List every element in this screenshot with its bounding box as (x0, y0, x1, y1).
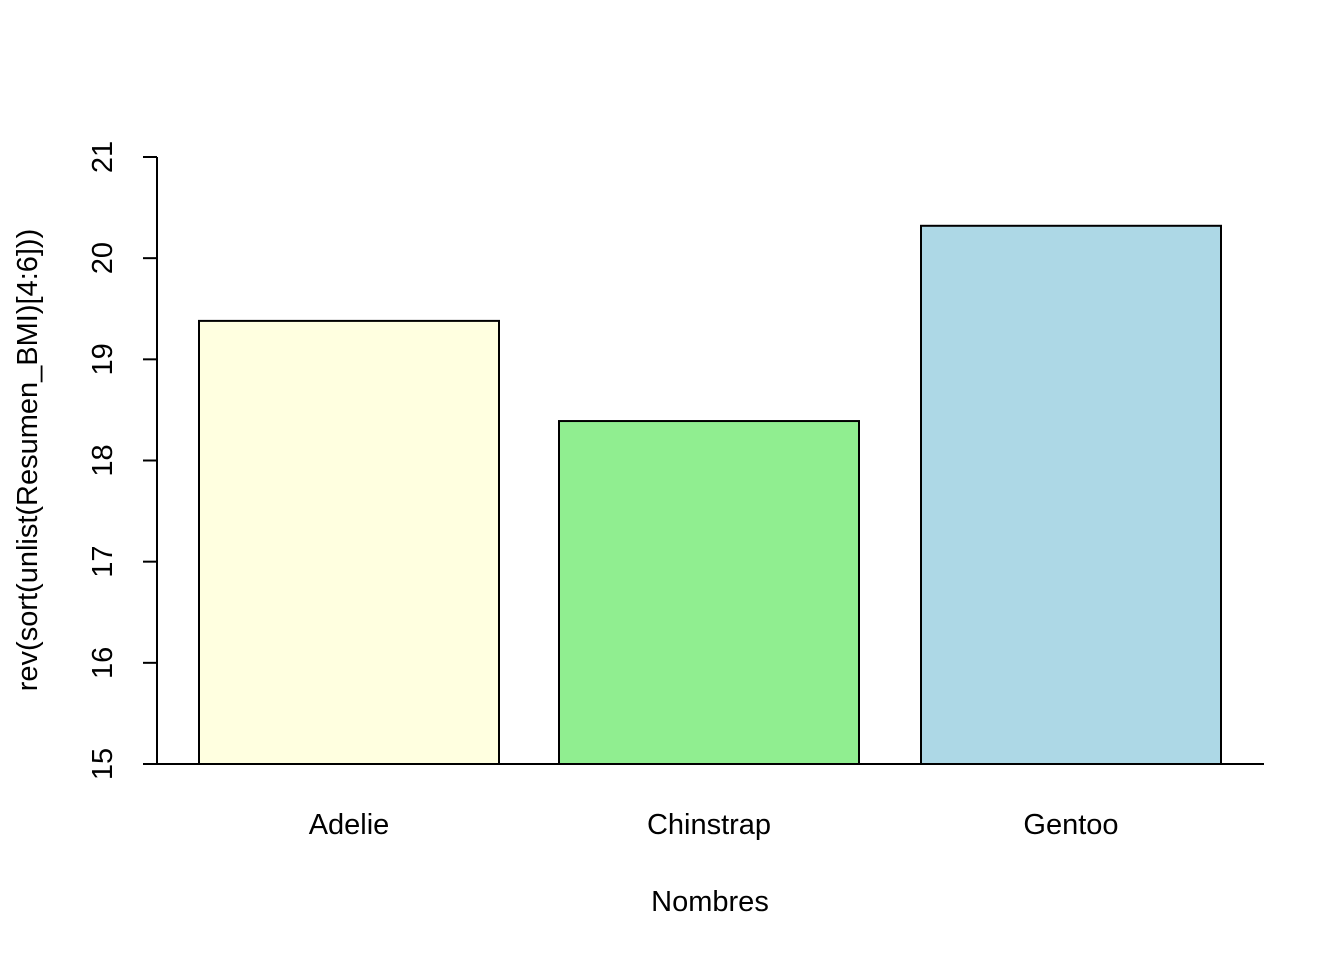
y-tick-label-15: 15 (87, 748, 119, 780)
y-tick-label-19: 19 (87, 343, 119, 375)
category-labels: Adelie Chinstrap Gentoo (309, 809, 1119, 841)
bars-group (198, 224, 1222, 765)
y-axis-title: rev(sort(unlist(Resumen_BMI)[4:6])) (12, 229, 44, 692)
bar-gentoo (920, 224, 1222, 765)
category-label-gentoo: Gentoo (1023, 809, 1118, 841)
category-label-chinstrap: Chinstrap (647, 809, 771, 841)
y-tick-label-21: 21 (87, 141, 119, 173)
y-tick-label-16: 16 (87, 647, 119, 679)
bar-chinstrap (558, 420, 860, 765)
y-tick-label-17: 17 (87, 546, 119, 578)
y-tick-label-18: 18 (87, 444, 119, 476)
y-axis: 15 16 17 18 19 20 21 (87, 141, 158, 780)
bar-adelie (198, 319, 500, 765)
category-label-adelie: Adelie (309, 809, 390, 841)
y-tick-label-20: 20 (87, 242, 119, 274)
x-axis-title: Nombres (651, 886, 769, 918)
